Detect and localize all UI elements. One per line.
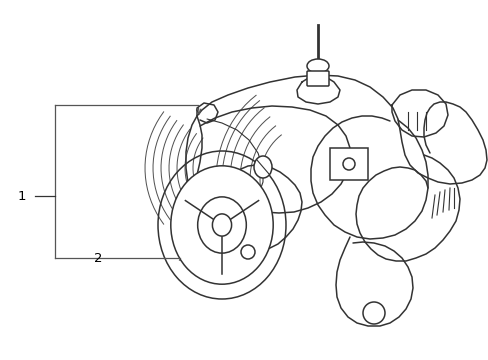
Ellipse shape [241,245,254,259]
Ellipse shape [342,158,354,170]
Ellipse shape [170,166,273,284]
Ellipse shape [212,214,231,236]
Text: 2: 2 [94,252,102,265]
Ellipse shape [306,59,328,73]
FancyBboxPatch shape [306,71,328,86]
Ellipse shape [197,197,246,253]
FancyBboxPatch shape [329,148,367,180]
Ellipse shape [362,302,384,324]
Text: 1: 1 [18,189,26,202]
Ellipse shape [253,156,271,178]
